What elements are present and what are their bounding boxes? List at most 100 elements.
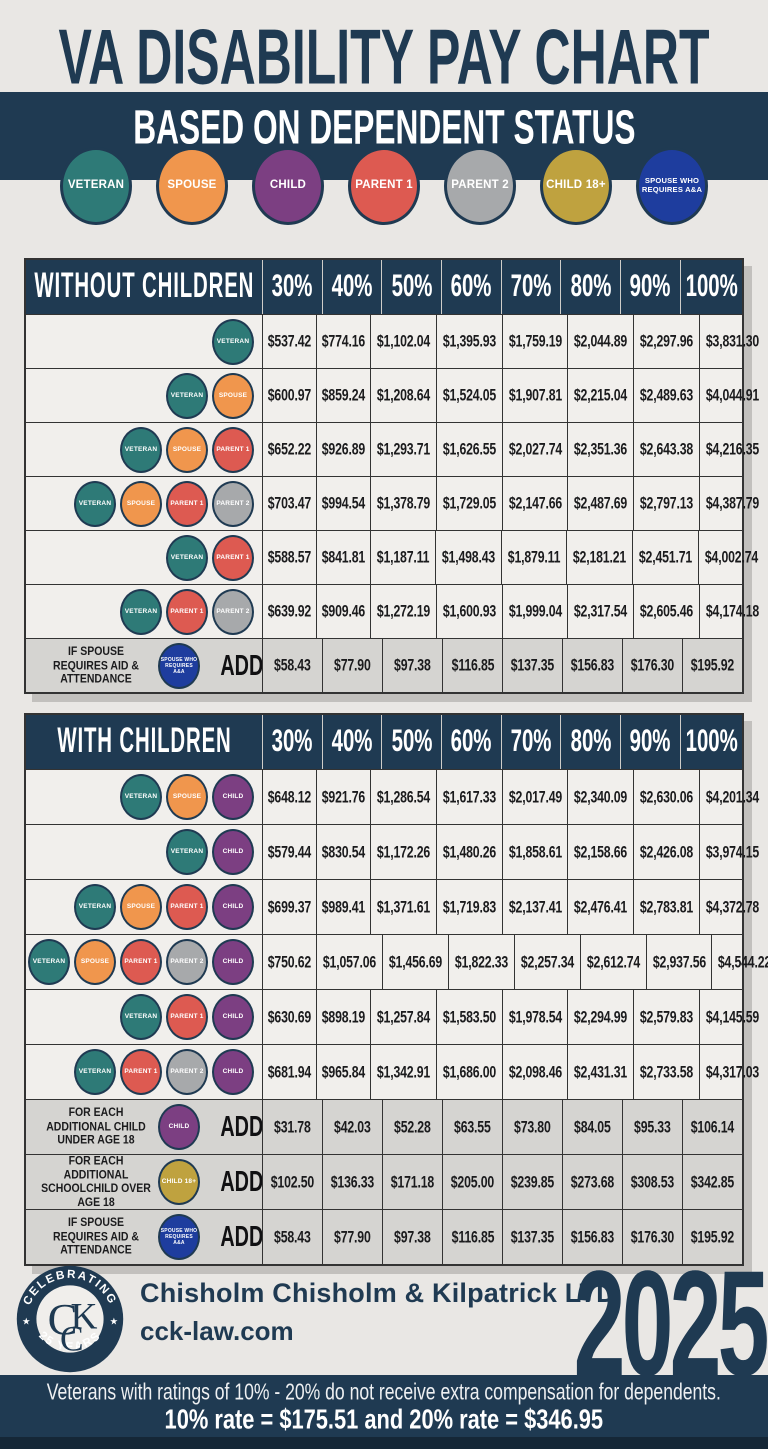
pay-value: $965.84 [321, 1062, 365, 1082]
pay-cell: $1,208.64 [369, 369, 436, 422]
pay-value: $1,907.81 [508, 385, 562, 406]
logo-monogram-c2: C [60, 1319, 84, 1359]
pay-cell: $308.53 [622, 1155, 682, 1209]
pay-cell: $1,286.54 [369, 770, 436, 824]
rate-column-header-70: 70% [500, 260, 561, 314]
year-label: 2025 [573, 1239, 768, 1407]
notice-line-1-text: Veterans with ratings of 10% - 20% do no… [46, 1378, 722, 1405]
spouse-who-requires-a-a-badge: SPOUSE WHO REQUIRES A&A [158, 642, 200, 689]
pay-value: $4,174.18 [706, 601, 760, 622]
pay-cell: $3,974.15 [699, 825, 765, 879]
pay-value: $239.85 [510, 1172, 555, 1192]
child-badge: CHILD [252, 147, 324, 225]
veteran-badge: VETERAN [166, 534, 208, 581]
pay-cell: $600.97 [262, 369, 316, 422]
pay-cell: $239.85 [502, 1155, 562, 1209]
pay-value: $156.83 [570, 655, 615, 676]
page-subtitle-text: BASED ON DEPENDENT STATUS [132, 99, 636, 155]
pay-value: $2,476.41 [574, 897, 628, 917]
veteran-badge: VETERAN [120, 426, 162, 473]
pay-value: $308.53 [630, 1172, 675, 1192]
pay-cell: $1,480.26 [435, 825, 502, 879]
pay-cell: $205.00 [442, 1155, 502, 1209]
pay-value: $102.50 [270, 1172, 315, 1192]
row-label-cell: VETERAN PARENT 1 PARENT 2 [26, 585, 262, 638]
row-label-cell: VETERAN [26, 315, 262, 368]
parent-1-badge: PARENT 1 [166, 884, 208, 930]
pay-value: $681.94 [267, 1062, 312, 1082]
rate-column-header-90: 90% [619, 260, 680, 314]
company-name: Chisholm Chisholm & Kilpatrick LTD [140, 1278, 616, 1308]
pay-value: $106.14 [690, 1117, 735, 1137]
pay-value: $116.85 [451, 655, 494, 676]
notice-line-1: Veterans with ratings of 10% - 20% do no… [0, 1378, 768, 1405]
page-title-text: VA DISABILITY PAY CHART [58, 13, 710, 101]
pay-value: $4,216.35 [706, 439, 760, 460]
veteran-badge: VETERAN [28, 939, 70, 985]
parent-2-badge: PARENT 2 [444, 147, 516, 225]
pay-cell: $1,342.91 [369, 1045, 436, 1099]
badge-label: REQUIRES A&A [165, 662, 193, 675]
pay-cell: $2,426.08 [633, 825, 699, 879]
pay-value: $859.24 [321, 385, 365, 406]
pay-value: $1,626.55 [442, 439, 496, 460]
pay-cell: $1,617.33 [435, 770, 502, 824]
pay-cell: $137.35 [502, 1210, 562, 1264]
spouse-badge: SPOUSE [120, 884, 162, 930]
pay-cell: $97.38 [382, 639, 442, 692]
pay-cell: $77.90 [322, 639, 382, 692]
pay-value: $841.81 [321, 547, 365, 568]
pay-cell: $2,044.89 [567, 315, 633, 368]
pay-cell: $2,489.63 [633, 369, 699, 422]
pay-cell: $106.14 [682, 1100, 742, 1154]
rate-column-header-40: 40% [321, 715, 382, 769]
pay-cell: $95.33 [622, 1100, 682, 1154]
badge-label: REQUIRES A&A [641, 185, 703, 194]
pay-value: $774.16 [321, 331, 365, 352]
pay-cell: $2,733.58 [633, 1045, 699, 1099]
website-link[interactable]: cck-law.com [140, 1316, 294, 1346]
pay-cell: $2,257.34 [513, 935, 580, 989]
rate-header-text: 80% [570, 723, 612, 759]
pay-cell: $2,783.81 [633, 880, 699, 934]
pay-value: $579.44 [267, 842, 312, 862]
pay-value: $4,544.22 [718, 952, 768, 972]
pay-value: $1,524.05 [442, 385, 496, 406]
pay-cell: $42.03 [322, 1100, 382, 1154]
pay-value: $1,858.61 [508, 842, 562, 862]
pay-value: $1,371.61 [376, 897, 430, 917]
pay-value: $3,974.15 [706, 842, 760, 862]
rate-header-text: 80% [570, 268, 612, 304]
child-badge: CHILD [212, 994, 254, 1040]
notice-line-2: 10% rate = $175.51 and 20% rate = $346.9… [0, 1403, 768, 1434]
child-badge: CHILD [212, 939, 254, 985]
table-row: IF SPOUSE REQUIRES AID & ATTENDANCE SPOUS… [26, 1209, 742, 1264]
pay-cell: $859.24 [315, 369, 370, 422]
pay-value: $830.54 [321, 842, 365, 862]
badge-label: SPOUSE WHO [644, 176, 700, 186]
pay-value: $1,719.83 [442, 897, 496, 917]
pay-value: $1,342.91 [376, 1062, 430, 1082]
pay-value: $2,027.74 [508, 439, 562, 460]
parent-2-badge: PARENT 2 [212, 480, 254, 527]
pay-value: $342.85 [690, 1172, 735, 1192]
page-title: VA DISABILITY PAY CHART [0, 12, 768, 101]
rate-column-header-60: 60% [440, 260, 501, 314]
pay-cell: $1,371.61 [369, 880, 436, 934]
table-row: IF SPOUSE REQUIRES AID & ATTENDANCE SPOUS… [26, 638, 742, 692]
pay-value: $2,487.69 [574, 493, 628, 514]
pay-cell: $1,907.81 [501, 369, 568, 422]
pay-cell: $630.69 [262, 990, 316, 1044]
rate-header-text: 40% [331, 723, 373, 759]
rate-header-text: 90% [629, 268, 671, 304]
pay-value: $1,480.26 [442, 842, 496, 862]
row-label: FOR EACH ADDITIONAL SCHOOLCHILD OVER AGE… [41, 1155, 151, 1209]
rate-header-text: 30% [271, 723, 313, 759]
pay-cell: $156.83 [562, 1210, 622, 1264]
pay-value: $2,294.99 [574, 1007, 628, 1027]
add-label: ADD [220, 1165, 262, 1198]
badge-label: SPOUSE WHO [160, 1228, 198, 1234]
pay-cell: $171.18 [382, 1155, 442, 1209]
rate-header-text: 40% [331, 268, 373, 304]
pay-cell: $1,057.06 [315, 935, 382, 989]
